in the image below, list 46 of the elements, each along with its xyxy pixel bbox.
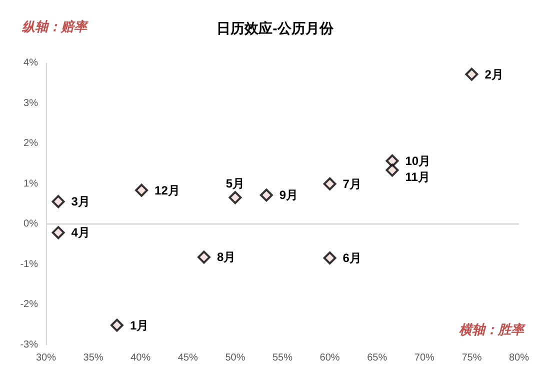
annotation: 11月 bbox=[405, 170, 430, 184]
point bbox=[323, 251, 336, 264]
annotation: 10月 bbox=[405, 154, 431, 168]
y-tick-label: 2% bbox=[24, 138, 38, 150]
y-tick-label: -3% bbox=[20, 340, 38, 350]
point bbox=[197, 250, 210, 264]
point bbox=[465, 68, 478, 81]
annotation: 8月 bbox=[216, 250, 236, 264]
annotation: 3月 bbox=[71, 194, 90, 209]
annotation: 12月 bbox=[154, 183, 180, 198]
point bbox=[110, 318, 124, 332]
point bbox=[386, 154, 399, 168]
x-tick-label: 40% bbox=[130, 352, 151, 364]
y-tick-label: 1% bbox=[24, 178, 38, 190]
y-tick-label: 0% bbox=[24, 218, 38, 230]
x-tick-label: 75% bbox=[462, 352, 482, 364]
point bbox=[52, 195, 65, 208]
annotation: 2月 bbox=[484, 67, 504, 82]
point bbox=[386, 164, 399, 177]
x-tick-label: 35% bbox=[83, 352, 104, 364]
y-axis-title: 纵轴：赔率 bbox=[21, 19, 89, 34]
x-tick-label: 60% bbox=[320, 352, 340, 364]
x-tick-label: 55% bbox=[272, 352, 293, 364]
point bbox=[260, 188, 273, 202]
annotation: 9月 bbox=[279, 188, 298, 202]
x-tick-label: 50% bbox=[225, 352, 246, 364]
y-tick-label: -1% bbox=[20, 258, 38, 270]
x-tick-label: 45% bbox=[178, 352, 198, 364]
annotation: 7月 bbox=[342, 176, 362, 191]
annotation: 4月 bbox=[71, 226, 90, 240]
point bbox=[323, 177, 336, 190]
annotation: 1月 bbox=[130, 318, 149, 332]
annotation: 6月 bbox=[342, 250, 362, 265]
x-axis-title: 横轴：胜率 bbox=[458, 322, 526, 337]
point bbox=[52, 226, 65, 240]
point bbox=[228, 191, 242, 204]
y-tick-label: -2% bbox=[20, 299, 38, 310]
point bbox=[135, 184, 148, 197]
y-tick-label: 3% bbox=[24, 98, 38, 109]
x-tick-label: 70% bbox=[414, 352, 435, 364]
x-tick-label: 80% bbox=[508, 352, 530, 364]
y-tick-label: 4% bbox=[24, 58, 38, 68]
chart-title: 日历效应-公历月份 bbox=[216, 20, 334, 36]
x-tick-label: 30% bbox=[36, 352, 56, 364]
annotation: 5月 bbox=[226, 176, 245, 191]
x-tick-label: 65% bbox=[367, 352, 388, 364]
